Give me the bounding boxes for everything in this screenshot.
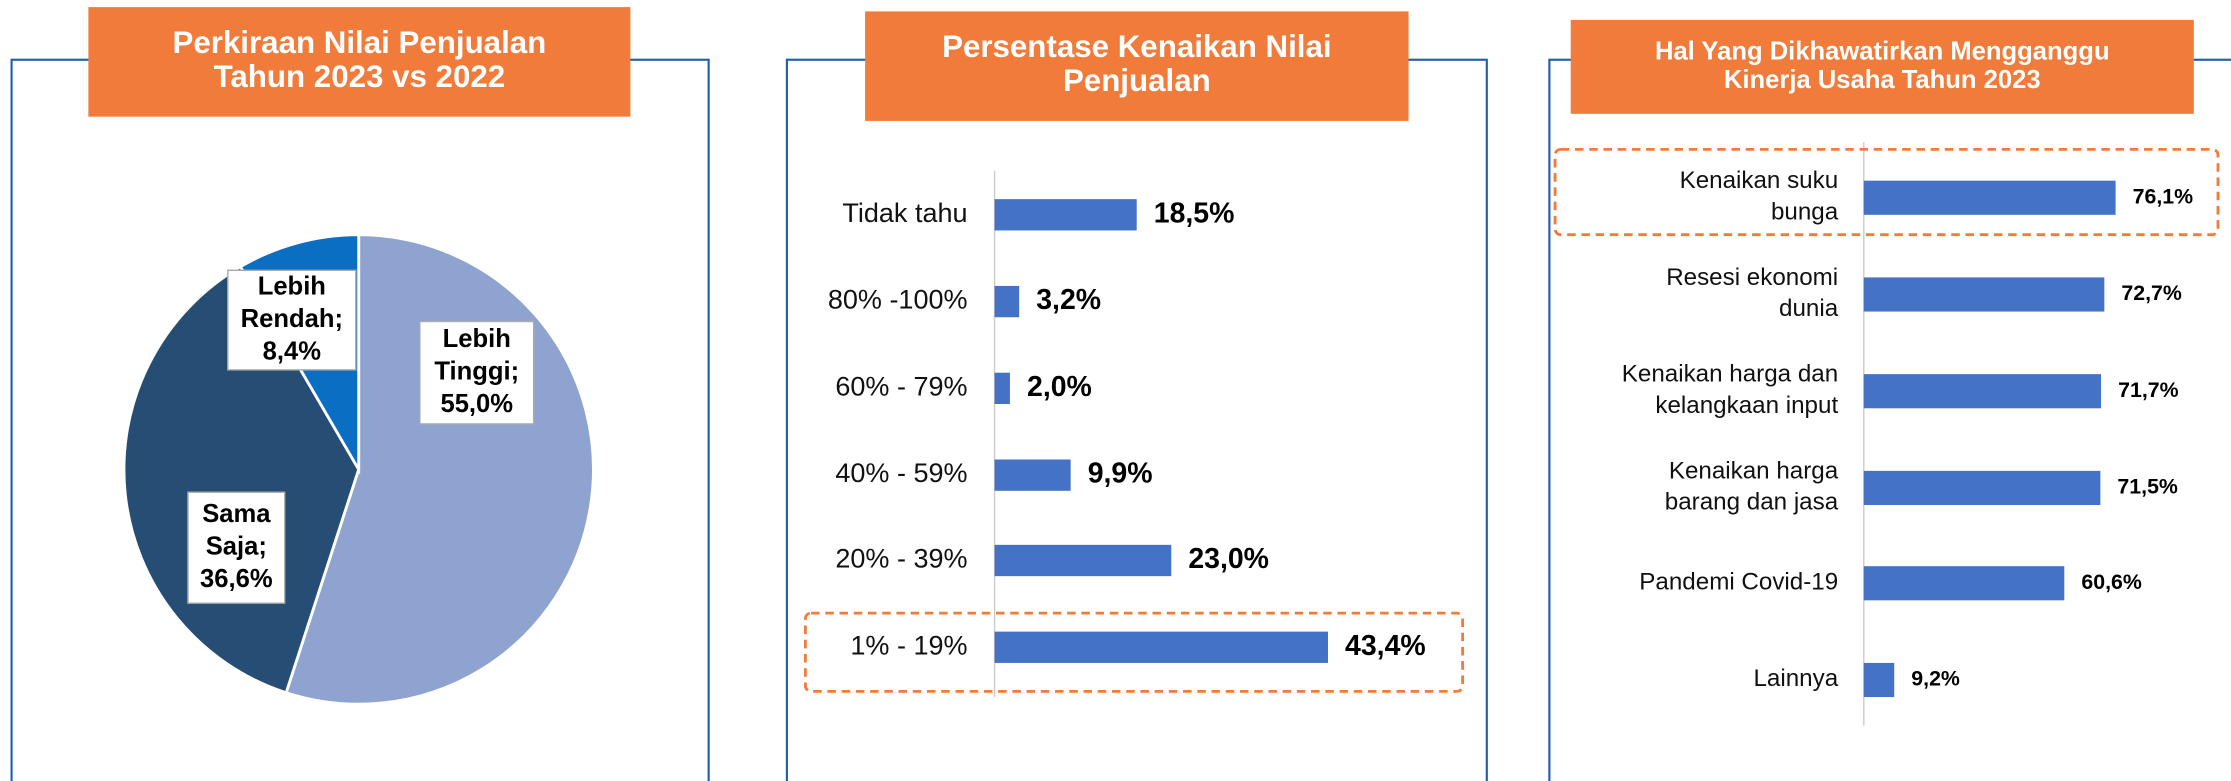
bar [994,199,1137,231]
data-label: 18,5% [1154,197,1235,229]
data-label: 3,2% [1036,284,1101,316]
data-label: 71,5% [2117,475,2178,499]
category-label: 60% - 79% [835,372,967,402]
data-label: 43,4% [1345,630,1426,662]
bar [1863,374,2102,409]
pie-slice [122,264,361,695]
title-box [88,7,631,117]
data-label: 36,6% [200,565,273,593]
data-label: 60,6% [2081,570,2142,594]
bar [994,544,1172,577]
chart-title: Persentase Kenaikan Nilai Penjualan [942,29,1331,98]
category-label: Kenaikan harga dan kelangkaan input [1622,361,1839,419]
label-box [187,491,286,604]
bar [1863,470,2101,506]
category-label: Pandemi Covid-19 [1639,569,1838,596]
bar [994,459,1071,491]
data-label: 9,2% [1911,667,1960,691]
category-label: Tidak tahu [842,198,967,228]
bar [994,285,1020,318]
title-box [865,11,1409,121]
label-box [419,320,535,425]
chart-title: Perkiraan Nilai Penjualan Tahun 2023 vs 2… [172,25,546,94]
highlight-box [1553,147,2220,237]
category-label: Sama Saja; [202,500,271,561]
bar [1863,180,2116,215]
data-label: 2,0% [1027,371,1092,403]
bar [994,631,1328,663]
category-label: 1% - 19% [850,630,967,660]
bar [994,372,1010,405]
bar [1863,566,2065,601]
category-label: 20% - 39% [835,544,967,574]
data-label: 9,9% [1088,458,1153,490]
category-label: Resesi ekonomi dunia [1666,264,1839,322]
category-label: Kenaikan suku bunga [1680,167,1839,225]
category-label: 80% -100% [828,285,968,315]
label-box [227,269,357,371]
highlight-box [803,611,1465,693]
data-label: 55,0% [440,390,513,418]
bar [1863,277,2105,312]
panel [785,58,1488,781]
category-label: 40% - 59% [835,458,967,488]
title-box [1570,19,2194,114]
data-label: 23,0% [1188,543,1269,575]
data-label: 71,7% [2118,378,2179,402]
category-label: Kenaikan harga barang dan jasa [1665,458,1839,516]
chart-title: Hal Yang Dikhawatirkan Mengganggu Kinerja… [1655,37,2110,93]
data-label: 8,4% [263,338,322,366]
category-label: Lainnya [1753,665,1838,692]
category-label: Lebih Rendah; [241,272,343,333]
data-label: 76,1% [2133,184,2194,208]
category-label: Lebih Tinggi; [434,325,519,386]
data-label: 72,7% [2121,281,2182,305]
bar [1863,662,1895,698]
